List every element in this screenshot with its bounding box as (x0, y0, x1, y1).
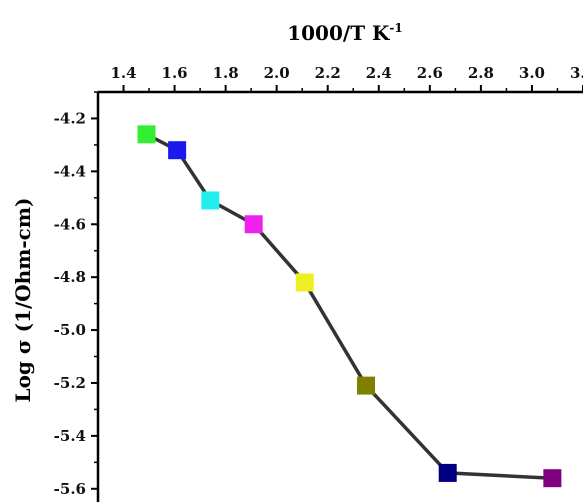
x-tick-label: 2.6 (417, 64, 443, 82)
data-point (168, 141, 187, 160)
y-tick-label: -4.2 (54, 109, 86, 127)
data-point (357, 376, 376, 395)
y-tick-label: -4.4 (54, 162, 86, 180)
x-tick-label: 2.4 (366, 64, 392, 82)
y-tick-label: -5.2 (54, 374, 86, 392)
x-tick-label: 1.6 (162, 64, 188, 82)
axes: 1.4 1.6 1.8 2.0 2.2 2.4 2.6 2.8 3.0 3.2 -4.2 -4.4 -4… (54, 64, 583, 502)
data-point (295, 273, 314, 292)
series-line (145, 132, 553, 480)
y-tick-label: -5.4 (54, 427, 86, 445)
data-point (244, 215, 263, 234)
x-tick-label: 3.0 (519, 64, 545, 82)
data-point (137, 125, 156, 144)
x-tick-label: 2.0 (264, 64, 290, 82)
y-tick-label: -5.6 (54, 480, 86, 498)
data-point (201, 191, 220, 210)
x-axis-title-superscript: -1 (389, 21, 402, 35)
x-axis-title-main: 1000/T K (287, 21, 390, 45)
x-tick-label: 2.2 (315, 64, 341, 82)
data-point (438, 463, 457, 482)
x-tick-label: 3.2 (570, 64, 583, 82)
y-axis-title: Log σ (1/Ohm-cm) (11, 198, 35, 403)
x-tick-label: 2.8 (468, 64, 494, 82)
y-tick-label: -4.8 (54, 268, 86, 286)
y-tick-label: -4.6 (54, 215, 86, 233)
data-point (543, 469, 562, 488)
x-tick-label: 1.8 (213, 64, 239, 82)
x-tick-label: 1.4 (110, 64, 136, 82)
series (137, 125, 562, 488)
y-tick-label: -5.0 (54, 321, 86, 339)
x-axis-title: 1000/T K-1 (287, 21, 403, 45)
